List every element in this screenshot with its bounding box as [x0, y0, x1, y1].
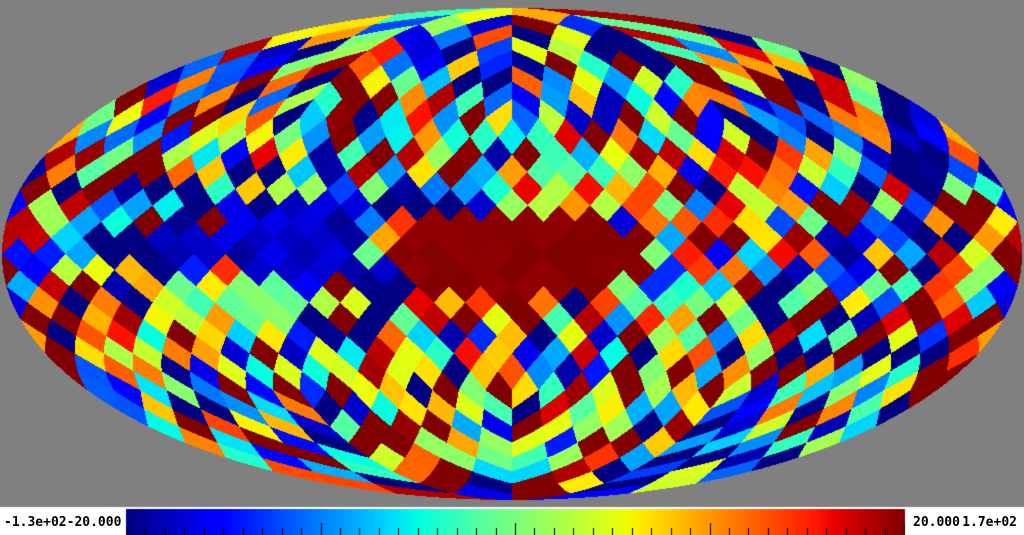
- colorbar-right-labels: 20.000 1.7e+02: [913, 513, 1017, 531]
- colorbar-low-tick-label: -20.000: [66, 514, 122, 530]
- colorbar-left-labels: -1.3e+02 -20.000: [4, 513, 122, 531]
- colorbar-min-label: -1.3e+02: [4, 514, 67, 530]
- colorbar-max-label: 1.7e+02: [962, 514, 1017, 530]
- colorbar-high-tick-label: 20.000: [913, 514, 960, 530]
